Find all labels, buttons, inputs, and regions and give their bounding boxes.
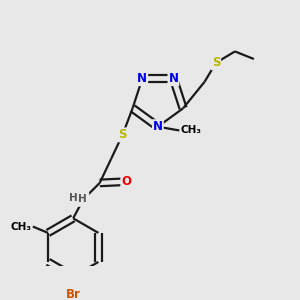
Text: S: S bbox=[118, 128, 127, 141]
Text: H: H bbox=[78, 194, 86, 204]
Text: S: S bbox=[212, 56, 220, 69]
Text: CH₃: CH₃ bbox=[11, 221, 32, 232]
Text: H: H bbox=[69, 193, 77, 203]
Text: N: N bbox=[153, 120, 163, 133]
Text: H: H bbox=[79, 194, 88, 204]
Text: Br: Br bbox=[66, 288, 81, 300]
Text: O: O bbox=[121, 175, 131, 188]
Text: CH₃: CH₃ bbox=[181, 125, 202, 136]
Text: N: N bbox=[137, 72, 147, 85]
Text: N: N bbox=[78, 193, 88, 206]
Text: N: N bbox=[168, 72, 178, 85]
